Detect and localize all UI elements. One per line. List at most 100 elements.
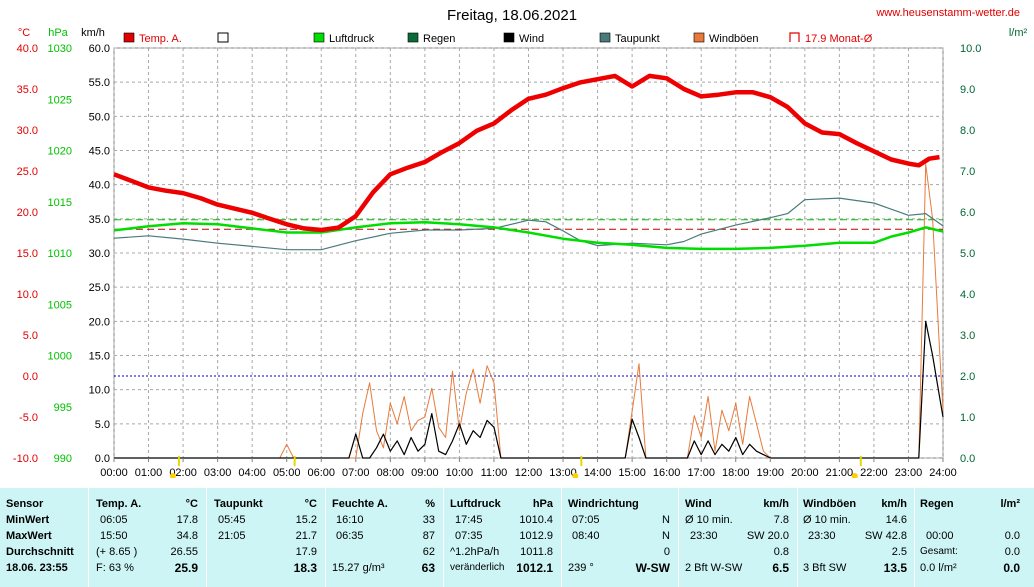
series-line: [113, 73, 940, 233]
header-press-unit: hPa: [532, 498, 553, 510]
hum-min: 33: [422, 514, 435, 526]
x-tick-label: 02:00: [169, 467, 197, 478]
x-tick-label: 00:00: [100, 467, 128, 478]
winddir-max-time: 08:40: [572, 530, 600, 542]
x-tick-label: 03:00: [204, 467, 232, 478]
tick-label: -10.0: [13, 453, 38, 465]
temp-avg: 26.55: [170, 546, 198, 558]
tick-label: 40.0: [89, 180, 110, 192]
temp-current: 25.9: [174, 561, 198, 575]
axis-units: °C hPa km/h l/m²: [18, 27, 1028, 39]
tick-label: 30.0: [17, 125, 38, 137]
x-tick-label: 16:00: [653, 467, 681, 478]
wind-max: SW 20.0: [746, 530, 789, 542]
tick-label: 1000: [48, 351, 72, 363]
tick-label: 15.0: [17, 248, 38, 260]
tick-label: 995: [54, 402, 72, 414]
header-rain: Regen: [920, 498, 954, 510]
legend-label: Temp. A.: [139, 33, 182, 45]
x-tick-label: 01:00: [135, 467, 163, 478]
axis-unit-label: l/m²: [1009, 27, 1028, 39]
temp-max: 34.8: [176, 530, 198, 542]
x-tick-label: 14:00: [584, 467, 612, 478]
label-avg: Durchschnitt: [6, 546, 74, 558]
time-markers: 16:2201:5305:1413:3221:37: [169, 456, 862, 478]
time-marker-dot: [169, 473, 176, 478]
header-temp-unit: °C: [185, 498, 198, 510]
hum-avg: 62: [422, 546, 435, 558]
x-tick-label: 04:00: [238, 467, 266, 478]
tick-label: 1015: [48, 197, 72, 209]
legend-label: Regen: [423, 33, 455, 45]
tick-label: 10.0: [89, 385, 110, 397]
source-url[interactable]: www.heusenstamm-wetter.de: [875, 7, 1020, 19]
tick-label: 990: [54, 453, 72, 465]
grid-lines: [113, 47, 944, 459]
series-line: [114, 320, 944, 459]
axis-unit-label: °C: [18, 27, 30, 39]
header-wind-unit: km/h: [763, 498, 789, 510]
tick-label: 6.0: [960, 207, 975, 219]
tick-label: 5.0: [23, 330, 38, 342]
x-tick-label: 22:00: [860, 467, 888, 478]
chart-legend: Temp. A. Luftdruck Regen Wind Taupunkt Windbö…: [123, 32, 873, 45]
legend-swatch: [217, 32, 229, 43]
wind-current: 6.5: [772, 561, 789, 575]
tick-label: 15.0: [89, 351, 110, 363]
temp-avg-note: (+ 8.65 ): [96, 546, 138, 558]
temp-hum-note: F: 63 %: [96, 562, 134, 574]
legend-swatch: [407, 32, 419, 43]
tick-label: 25.0: [17, 166, 38, 178]
x-tick-label: 24:00: [929, 467, 957, 478]
legend-label: Windböen: [709, 33, 759, 45]
legend-swatch: [693, 32, 705, 43]
gust-bft: 3 Bft SW: [803, 562, 847, 574]
label-date: 18.06. 23:55: [6, 562, 68, 574]
header-winddir: Windrichtung: [568, 498, 639, 510]
x-tick-label: 07:00: [342, 467, 370, 478]
press-status: veränderlich: [450, 562, 505, 573]
tick-label: 10.0: [960, 43, 981, 55]
tick-label: 9.0: [960, 84, 975, 96]
temp-min-time: 06:05: [100, 514, 128, 526]
winddir-max: N: [662, 530, 670, 542]
gust-max-time: 23:30: [808, 530, 836, 542]
x-tick-label: 06:00: [307, 467, 335, 478]
wind-min-label: Ø 10 min.: [685, 514, 733, 526]
tick-label: -5.0: [19, 412, 38, 424]
tick-label: 2.0: [960, 371, 975, 383]
winddir-min: N: [662, 514, 670, 526]
winddir-min-time: 07:05: [572, 514, 600, 526]
legend-swatch: [313, 32, 325, 43]
series-lines: [113, 73, 944, 459]
tick-label: 1025: [48, 94, 72, 106]
header-dew-unit: °C: [304, 498, 317, 510]
header-hum-unit: %: [425, 498, 435, 510]
x-tick-label: 17:00: [687, 467, 715, 478]
dew-max-time: 21:05: [218, 530, 246, 542]
tick-label: 1005: [48, 299, 72, 311]
header-temp: Temp. A.: [96, 498, 142, 510]
tick-label: 35.0: [89, 214, 110, 226]
gust-max: SW 42.8: [864, 530, 907, 542]
tick-label: 1030: [48, 43, 72, 55]
tick-label: 7.0: [960, 166, 975, 178]
tick-label: 8.0: [960, 125, 975, 137]
x-tick-label: 05:00: [273, 467, 301, 478]
rain-rate: 0.0 l/m²: [920, 562, 957, 574]
rain-current: 0.0: [1003, 561, 1020, 575]
tick-label: 1020: [48, 146, 72, 158]
header-dew: Taupunkt: [214, 498, 263, 510]
header-hum: Feuchte A.: [332, 498, 388, 510]
series-line: [113, 221, 944, 251]
tick-label: 0.0: [23, 371, 38, 383]
header-press: Luftdruck: [450, 498, 501, 510]
press-trend: ^1.2hPa/h: [450, 546, 500, 558]
tick-label: 5.0: [95, 419, 110, 431]
legend-swatch: [503, 32, 515, 43]
x-axis-ticks: 00:00 01:00 02:00 03:00 04:00 05:00 06:00 07:00…: [100, 458, 957, 478]
dew-avg: 17.9: [295, 546, 317, 558]
legend-swatch: [123, 32, 135, 43]
x-tick-label: 09:00: [411, 467, 439, 478]
tick-label: 45.0: [89, 146, 110, 158]
